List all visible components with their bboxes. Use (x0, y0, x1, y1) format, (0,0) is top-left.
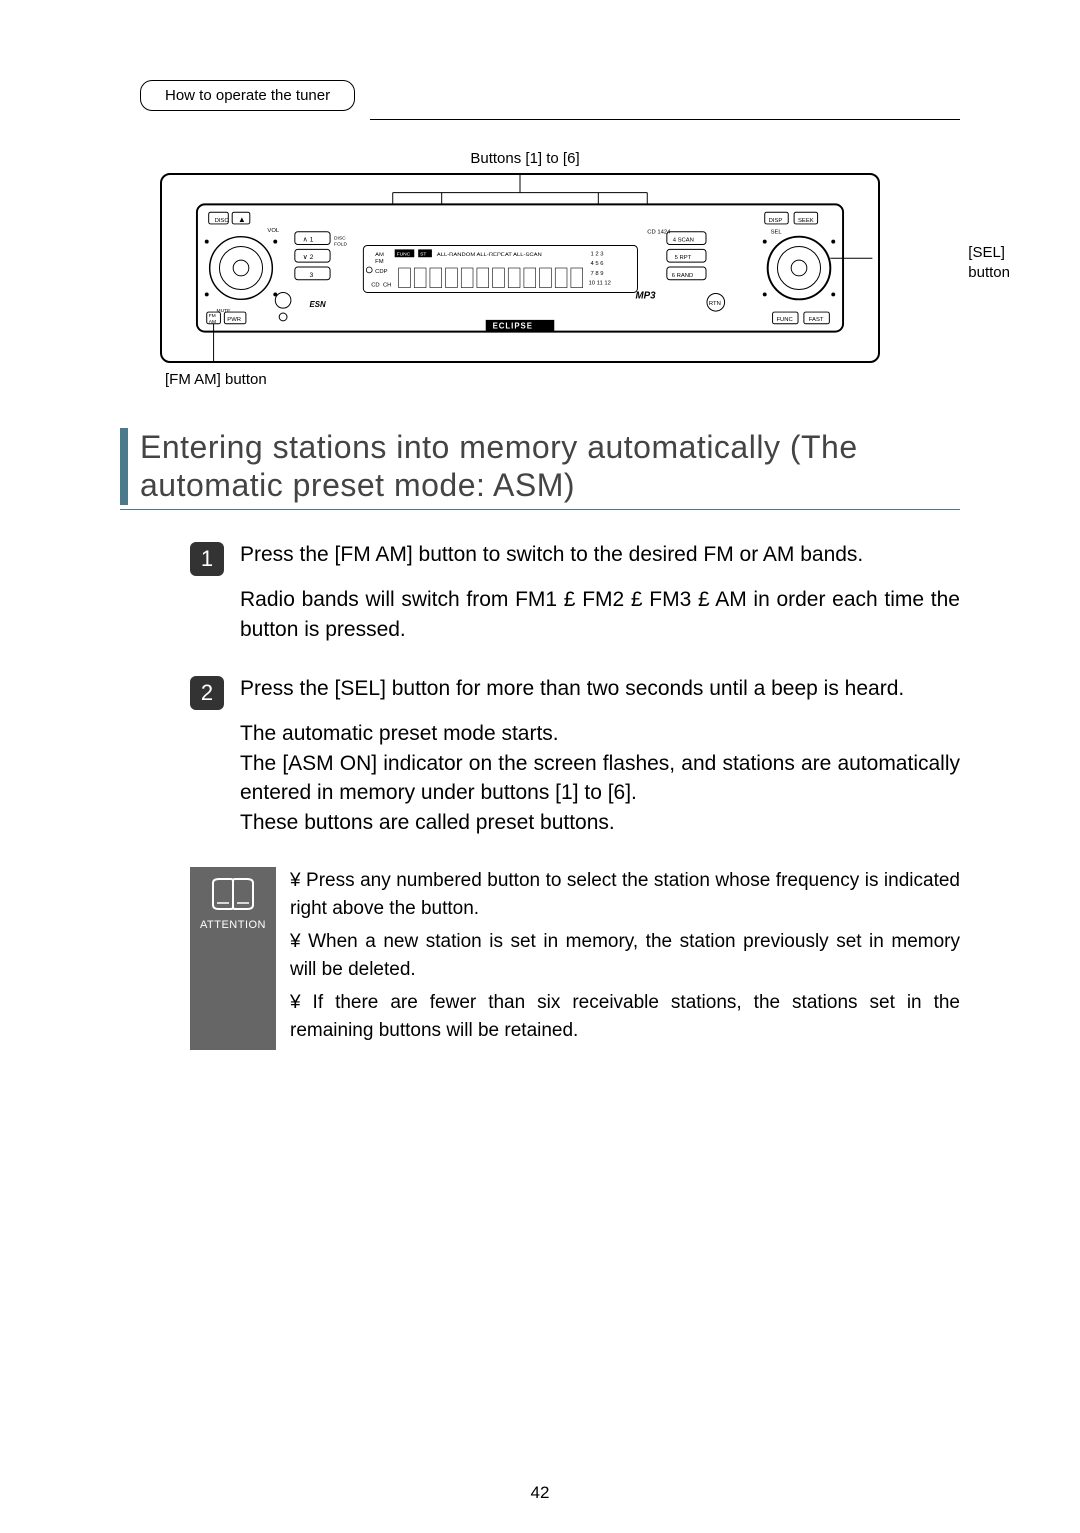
attention-item-3: ¥ If there are fewer than six receivable… (290, 989, 960, 1046)
svg-text:FUNC: FUNC (397, 251, 411, 257)
attention-item-2: ¥ When a new station is set in memory, t… (290, 928, 960, 985)
display-bars (399, 268, 583, 288)
svg-text:10 11 12: 10 11 12 (589, 281, 611, 287)
step-1: 1 Press the [FM AM] button to switch to … (120, 540, 960, 644)
title-accent-bar (120, 428, 128, 505)
step-2-main: Press the [SEL] button for more than two… (240, 674, 960, 703)
diagram-top-label: Buttons [1] to [6] (90, 150, 960, 167)
svg-text:7 8 9: 7 8 9 (590, 271, 603, 277)
diagram-section: Buttons [1] to [6] DISC (120, 150, 960, 388)
svg-text:FM: FM (209, 313, 216, 319)
svg-text:4 SCAN: 4 SCAN (673, 238, 694, 244)
svg-text:SEEK: SEEK (798, 218, 814, 224)
svg-text:∨ 2: ∨ 2 (303, 254, 314, 261)
svg-text:SEL: SEL (771, 230, 783, 236)
svg-text:CDP: CDP (375, 269, 387, 275)
section-title-text: Entering stations into memory automatica… (140, 428, 960, 505)
svg-text:1 2 3: 1 2 3 (590, 251, 603, 257)
svg-text:▲: ▲ (238, 215, 246, 224)
svg-text:ESN: ESN (310, 300, 326, 309)
step-2: 2 Press the [SEL] button for more than t… (120, 674, 960, 837)
svg-text:ECLIPSE: ECLIPSE (493, 322, 533, 331)
svg-text:FAST: FAST (809, 317, 824, 323)
disc-label: DISC (215, 218, 230, 224)
page-number: 42 (531, 1483, 550, 1503)
header-tab: How to operate the tuner (140, 80, 355, 111)
attention-item-1: ¥ Press any numbered button to select th… (290, 867, 960, 924)
step-1-content: Press the [FM AM] button to switch to th… (240, 540, 960, 644)
svg-text:3: 3 (310, 272, 314, 279)
attention-section: ATTENTION ¥ Press any numbered button to… (120, 867, 960, 1050)
svg-text:AM: AM (375, 252, 384, 258)
step-2-content: Press the [SEL] button for more than two… (240, 674, 960, 837)
svg-text:∧ 1: ∧ 1 (303, 237, 314, 244)
svg-text:FOLD: FOLD (334, 241, 347, 247)
sel-button-label: [SEL] button (968, 243, 1010, 282)
svg-text:MP3: MP3 (636, 290, 657, 301)
step-1-detail: Radio bands will switch from FM1 £ FM2 £… (240, 585, 960, 644)
header-tab-label: How to operate the tuner (165, 87, 330, 104)
step-number-1: 1 (190, 542, 224, 576)
section-title: Entering stations into memory automatica… (120, 428, 960, 510)
svg-text:AM: AM (209, 319, 216, 325)
svg-text:DISC: DISC (334, 236, 346, 242)
svg-text:CH: CH (383, 283, 391, 289)
header-rule (370, 119, 960, 120)
attention-label: ATTENTION (200, 919, 266, 931)
svg-text:6 RAND: 6 RAND (672, 273, 693, 279)
svg-text:RTN: RTN (709, 301, 721, 307)
svg-text:ST: ST (420, 251, 426, 257)
fm-am-button-label: [FM AM] button (165, 371, 920, 388)
svg-text:CD: CD (371, 283, 379, 289)
attention-content: ¥ Press any numbered button to select th… (290, 867, 960, 1050)
svg-text:4 5 6: 4 5 6 (590, 261, 603, 267)
book-icon (209, 877, 257, 913)
svg-text:DISP: DISP (769, 218, 783, 224)
diagram-container: DISC ▲ VOL MUTE DISP SEEK SEL FUNC FA (160, 173, 920, 388)
svg-text:5 RPT: 5 RPT (675, 255, 692, 261)
svg-text:PWR: PWR (227, 317, 241, 323)
attention-box: ATTENTION (190, 867, 276, 1050)
svg-text:FM: FM (375, 259, 384, 265)
svg-text:MUTE: MUTE (217, 308, 232, 314)
step-number-2: 2 (190, 676, 224, 710)
step-2-detail: The automatic preset mode starts. The [A… (240, 719, 960, 837)
svg-text:VOL: VOL (267, 228, 279, 234)
car-stereo-diagram: DISC ▲ VOL MUTE DISP SEEK SEL FUNC FA (160, 173, 880, 363)
svg-text:ALL-RANDOM ALL-REPEAT ALL-SCAN: ALL-RANDOM ALL-REPEAT ALL-SCAN (437, 252, 542, 258)
step-1-main: Press the [FM AM] button to switch to th… (240, 540, 960, 569)
svg-text:FUNC: FUNC (776, 317, 793, 323)
